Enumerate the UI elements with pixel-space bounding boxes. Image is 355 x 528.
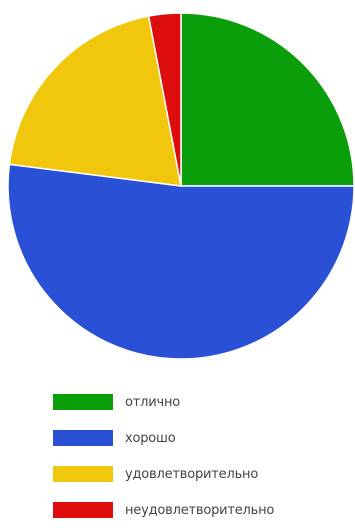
pie-slices xyxy=(7,12,355,360)
legend-item: удовлетворительно xyxy=(53,456,353,492)
pie-slice-3 xyxy=(8,15,182,187)
legend-label: удовлетворительно xyxy=(125,466,259,482)
legend-label: отлично xyxy=(125,394,181,410)
pie-slice-2 xyxy=(7,163,355,360)
legend-swatch xyxy=(53,430,113,446)
legend-item: отлично xyxy=(53,384,353,420)
pie-slice-4 xyxy=(147,12,182,187)
pie-slice-1 xyxy=(180,12,355,187)
legend-swatch xyxy=(53,394,113,410)
legend: отлично хорошо удовлетворительно неудовлетв… xyxy=(53,384,353,528)
legend-label: хорошо xyxy=(125,430,176,446)
legend-item: неудовлетворительно xyxy=(53,492,353,528)
legend-label: неудовлетворительно xyxy=(125,502,275,518)
legend-swatch xyxy=(53,502,113,518)
pie-chart xyxy=(7,12,355,360)
legend-swatch xyxy=(53,466,113,482)
legend-item: хорошо xyxy=(53,420,353,456)
